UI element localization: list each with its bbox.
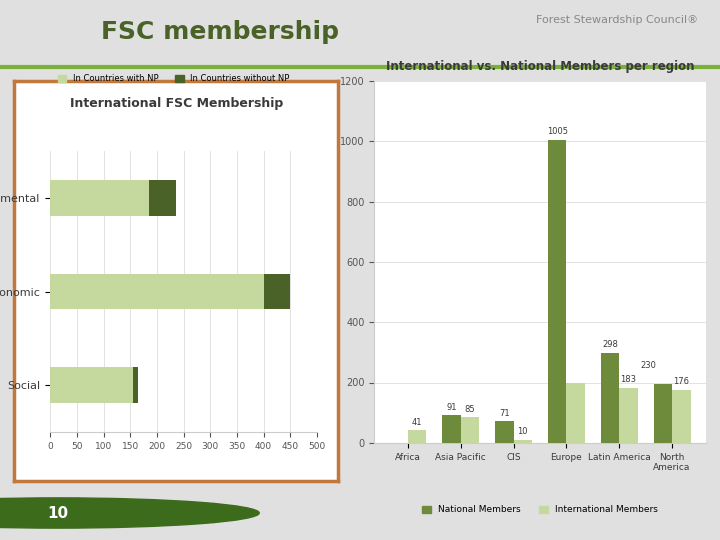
Text: 41: 41	[412, 418, 423, 427]
Text: 176: 176	[673, 377, 689, 386]
Bar	[149, 180, 176, 216]
Bar	[600, 353, 619, 443]
Bar	[619, 388, 638, 443]
Bar	[408, 430, 426, 443]
Text: 183: 183	[621, 375, 636, 384]
Text: International FSC Membership: International FSC Membership	[70, 97, 283, 110]
Text: 298: 298	[602, 340, 618, 349]
Text: Forest Stewardship Council®: Forest Stewardship Council®	[536, 15, 698, 25]
Text: 230: 230	[640, 361, 656, 370]
Bar	[654, 384, 672, 443]
Text: 85: 85	[464, 404, 475, 414]
Legend: National Members, International Members: National Members, International Members	[418, 502, 662, 518]
Bar	[50, 367, 133, 403]
Bar	[50, 180, 149, 216]
Title: International vs. National Members per region: International vs. National Members per r…	[386, 60, 694, 73]
Text: 1005: 1005	[546, 127, 567, 136]
Bar	[461, 417, 480, 443]
Text: 91: 91	[446, 403, 456, 411]
Text: FSC membership: FSC membership	[101, 19, 339, 44]
Bar	[50, 274, 264, 309]
Bar	[672, 390, 690, 443]
Text: 71: 71	[499, 409, 510, 418]
Bar	[264, 274, 290, 309]
Legend: In Countries with NP, In Countries without NP: In Countries with NP, In Countries witho…	[55, 71, 293, 87]
Circle shape	[0, 498, 259, 528]
Bar	[548, 140, 567, 443]
Bar	[442, 415, 461, 443]
Bar	[495, 421, 513, 443]
Text: 10: 10	[518, 427, 528, 436]
Text: 10: 10	[47, 505, 68, 521]
Bar	[513, 440, 532, 443]
Bar	[133, 367, 138, 403]
Bar	[567, 382, 585, 443]
